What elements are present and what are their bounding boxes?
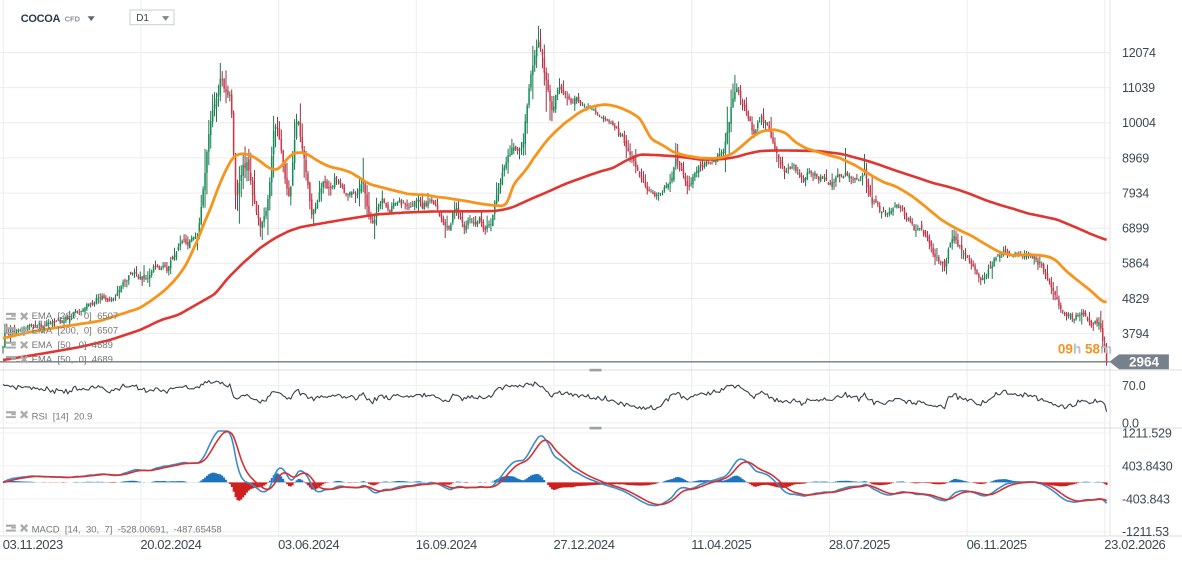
svg-text:11039: 11039	[1122, 81, 1155, 95]
svg-text:0.0: 0.0	[1122, 416, 1139, 430]
svg-text:-403.843: -403.843	[1122, 492, 1170, 506]
svg-text:06.11.2025: 06.11.2025	[967, 537, 1027, 552]
svg-text:03.06.2024: 03.06.2024	[278, 537, 339, 552]
svg-text:12074: 12074	[1122, 46, 1156, 60]
svg-text:1211.529: 1211.529	[1122, 426, 1172, 440]
svg-text:-1211.53: -1211.53	[1122, 525, 1169, 539]
svg-text:4829: 4829	[1122, 292, 1149, 306]
svg-text:RSI [14] 20.9: RSI [14] 20.9	[32, 412, 93, 423]
svg-text:03.11.2023: 03.11.2023	[3, 537, 63, 552]
svg-text:70.0: 70.0	[1122, 379, 1146, 393]
svg-text:EMA [50, 0] 4689: EMA [50, 0] 4689	[32, 340, 113, 351]
svg-text:8969: 8969	[1122, 151, 1149, 165]
svg-text:D1: D1	[136, 13, 149, 24]
svg-text:3794: 3794	[1122, 327, 1149, 341]
svg-text:27.12.2024: 27.12.2024	[554, 537, 615, 552]
svg-text:23.02.2026: 23.02.2026	[1104, 537, 1165, 552]
svg-text:EMA [200, 0] 6507: EMA [200, 0] 6507	[32, 326, 119, 337]
svg-text:16.09.2024: 16.09.2024	[416, 537, 477, 552]
svg-text:6899: 6899	[1122, 222, 1149, 236]
svg-text:EMA [200, 0] 6507: EMA [200, 0] 6507	[32, 311, 119, 322]
svg-text:EMA [50, 0] 4689: EMA [50, 0] 4689	[32, 354, 113, 365]
svg-text:11.04.2025: 11.04.2025	[691, 537, 751, 552]
svg-text:28.07.2025: 28.07.2025	[829, 537, 890, 552]
svg-text:10004: 10004	[1122, 116, 1156, 130]
svg-text:CFD: CFD	[65, 15, 81, 24]
svg-text:403.8430: 403.8430	[1122, 459, 1173, 473]
svg-text:2964: 2964	[1129, 355, 1160, 370]
svg-text:COCOA: COCOA	[21, 13, 61, 25]
svg-text:MACD [14, 30, 7] -528.0069: MACD [14, 30, 7] -528.00691, -487.65458	[32, 525, 222, 536]
svg-text:5864: 5864	[1122, 257, 1149, 271]
svg-text:20.02.2024: 20.02.2024	[140, 537, 201, 552]
svg-text:09h 58m: 09h 58m	[1058, 342, 1112, 357]
svg-text:7934: 7934	[1122, 187, 1149, 201]
